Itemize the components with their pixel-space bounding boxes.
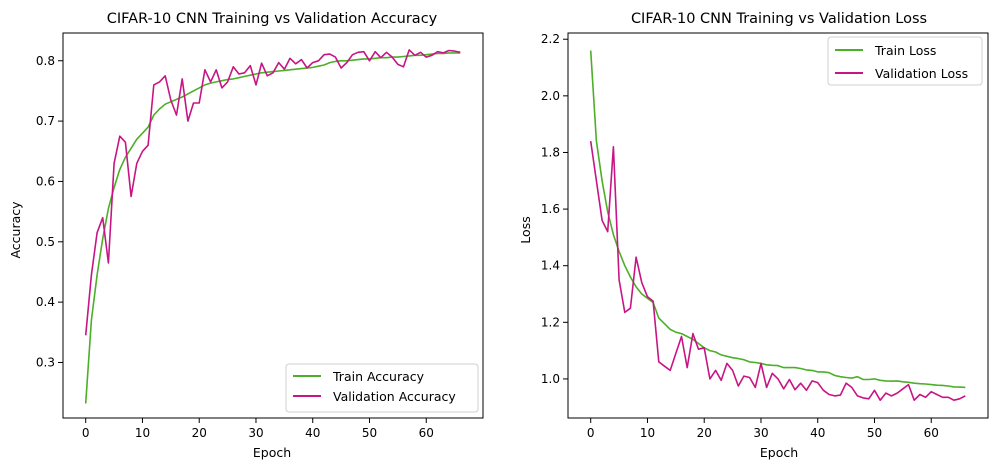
series-line-validation xyxy=(589,140,966,402)
y-tick-label: 2.2 xyxy=(541,32,560,46)
x-tick-label: 10 xyxy=(135,426,150,440)
x-tick-label: 60 xyxy=(419,426,434,440)
legend-box xyxy=(285,363,479,413)
y-tick-label: 0.5 xyxy=(36,235,55,249)
x-tick-label: 20 xyxy=(697,426,712,440)
y-tick-label: 0.4 xyxy=(36,295,55,309)
y-tick-label: 1.0 xyxy=(541,372,560,386)
legend-label-train: Train Accuracy xyxy=(332,369,425,384)
y-tick-label: 0.3 xyxy=(36,355,55,369)
ticks: 0 10 20 30 40 50 60 0.3 0.4 0.5 0.6 0.7 0.8 xyxy=(36,54,434,440)
legend-box xyxy=(827,36,983,86)
legend: Train Accuracy Validation Accuracy xyxy=(285,363,479,413)
x-axis-label: Epoch xyxy=(253,445,291,460)
legend-label-train: Train Loss xyxy=(874,43,936,58)
x-tick-label: 40 xyxy=(305,426,320,440)
legend: Train Loss Validation Loss xyxy=(827,36,983,86)
series-line-validation xyxy=(84,49,461,336)
legend-label-validation: Validation Accuracy xyxy=(333,389,456,404)
accuracy-chart: CIFAR-10 CNN Training vs Validation Accu… xyxy=(8,11,484,460)
y-tick-label: 2.0 xyxy=(541,89,560,103)
y-tick-label: 0.7 xyxy=(36,114,55,128)
x-tick-label: 50 xyxy=(867,426,882,440)
x-tick-label: 30 xyxy=(248,426,263,440)
y-tick-label: 1.6 xyxy=(541,202,560,216)
x-tick-label: 30 xyxy=(753,426,768,440)
x-tick-label: 20 xyxy=(192,426,207,440)
legend-label-validation: Validation Loss xyxy=(875,66,968,81)
x-tick-label: 60 xyxy=(924,426,939,440)
x-tick-label: 40 xyxy=(810,426,825,440)
y-tick-label: 1.2 xyxy=(541,315,560,329)
x-axis-label: Epoch xyxy=(760,445,798,460)
ticks: 0 10 20 30 40 50 60 1.0 1.2 1.4 1.6 1.8 2.0 2.2 xyxy=(541,32,939,440)
plot-frame xyxy=(567,32,989,419)
series-lines xyxy=(84,49,461,404)
y-tick-label: 0.6 xyxy=(36,174,55,188)
plot-frame xyxy=(62,32,484,419)
series-lines xyxy=(589,50,966,402)
x-tick-label: 10 xyxy=(640,426,655,440)
x-tick-label: 50 xyxy=(362,426,377,440)
y-tick-label: 1.4 xyxy=(541,259,560,273)
loss-chart: CIFAR-10 CNN Training vs Validation Loss… xyxy=(518,11,989,460)
x-tick-label: 0 xyxy=(587,426,595,440)
y-tick-label: 1.8 xyxy=(541,145,560,159)
y-axis-label: Loss xyxy=(518,216,533,243)
chart-title: CIFAR-10 CNN Training vs Validation Accu… xyxy=(107,11,438,27)
y-axis-label: Accuracy xyxy=(8,201,23,259)
y-tick-label: 0.8 xyxy=(36,54,55,68)
x-tick-label: 0 xyxy=(82,426,90,440)
chart-title: CIFAR-10 CNN Training vs Validation Loss xyxy=(631,11,927,27)
